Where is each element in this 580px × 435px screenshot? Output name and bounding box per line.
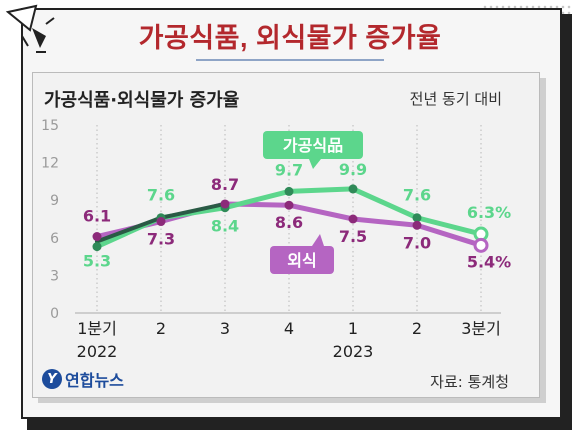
point-processed-4 [348, 184, 358, 194]
series-tag-processed-bg [263, 131, 363, 159]
x-tick-label-2: 3 [220, 319, 230, 338]
data-label-dining-3: 8.6 [275, 213, 303, 232]
point-dining-4 [348, 214, 358, 224]
x-year-label-0: 2022 [77, 342, 118, 361]
y-tick-label-2: 6 [50, 231, 59, 247]
point-dining-5 [412, 220, 422, 230]
data-label-processed-3: 9.7 [275, 160, 303, 179]
yonhap-logo-icon: Y [42, 369, 62, 389]
chart-unit-note: 전년 동기 대비 [409, 90, 502, 108]
yonhap-logo: Y 연합뉴스 [42, 367, 124, 391]
y-tick-label-4: 12 [41, 156, 59, 172]
data-label-processed-5: 7.6 [403, 186, 431, 205]
x-tick-label-6: 3분기 [461, 319, 501, 338]
chart-card: 가공식품·외식물가 증가율 전년 동기 대비 0 3 6 9 12 15 1분기 2022 2 3… [32, 72, 540, 398]
data-label-processed-4: 9.9 [339, 160, 367, 179]
source-note: 자료: 통계청 [430, 373, 509, 391]
data-label-dining-2: 8.7 [211, 175, 239, 194]
point-dining-6 [473, 237, 489, 253]
data-label-processed-0: 5.3 [83, 252, 111, 271]
burst-icon [5, 4, 55, 53]
line-chart: 0 3 6 9 12 15 1분기 2022 2 3 4 1 2023 2 3분기 5.3 7.6 8.4 9.7 9… [41, 118, 511, 361]
series-tag-dining-pointer [312, 234, 324, 246]
data-label-dining-1: 7.3 [147, 230, 175, 249]
x-tick-label-0: 1분기 [77, 319, 117, 338]
page-title: 가공식품, 외식물가 증가율 [138, 23, 442, 53]
y-tick-label-0: 0 [50, 306, 59, 322]
chart-title: 가공식품·외식물가 증가율 [44, 90, 240, 111]
x-tick-label-5: 2 [412, 319, 422, 338]
y-tick-label-1: 3 [50, 268, 59, 284]
series-tag-processed-pointer [309, 159, 321, 169]
x-tick-label-1: 2 [156, 319, 166, 338]
y-tick-label-3: 9 [50, 193, 59, 209]
data-label-dining-4: 7.5 [339, 227, 367, 246]
point-dining-0 [92, 232, 102, 242]
series-tag-dining-bg [270, 246, 334, 274]
y-tick-label-5: 15 [41, 118, 59, 134]
data-label-processed-6: 6.3% [467, 203, 511, 222]
x-tick-label-4: 1 [348, 319, 358, 338]
title-underline [196, 59, 384, 61]
data-label-dining-5: 7.0 [403, 233, 431, 252]
point-dining-1 [156, 217, 166, 227]
yonhap-logo-text: 연합뉴스 [65, 371, 124, 390]
data-label-processed-2: 8.4 [211, 217, 239, 236]
series-tag-processed-text: 가공식品 [283, 136, 343, 155]
data-label-processed-1: 7.6 [147, 186, 175, 205]
x-tick-label-3: 4 [284, 319, 294, 338]
x-year-label-4: 2023 [333, 342, 374, 361]
point-processed-3 [284, 186, 294, 196]
data-label-dining-6: 5.4% [467, 252, 511, 271]
series-tag-dining-text: 외식 [287, 251, 316, 270]
point-processed-5 [412, 213, 422, 223]
data-label-dining-0: 6.1 [83, 207, 111, 226]
point-dining-3 [284, 200, 294, 210]
point-dining-2 [220, 199, 230, 209]
point-processed-0 [92, 242, 102, 252]
